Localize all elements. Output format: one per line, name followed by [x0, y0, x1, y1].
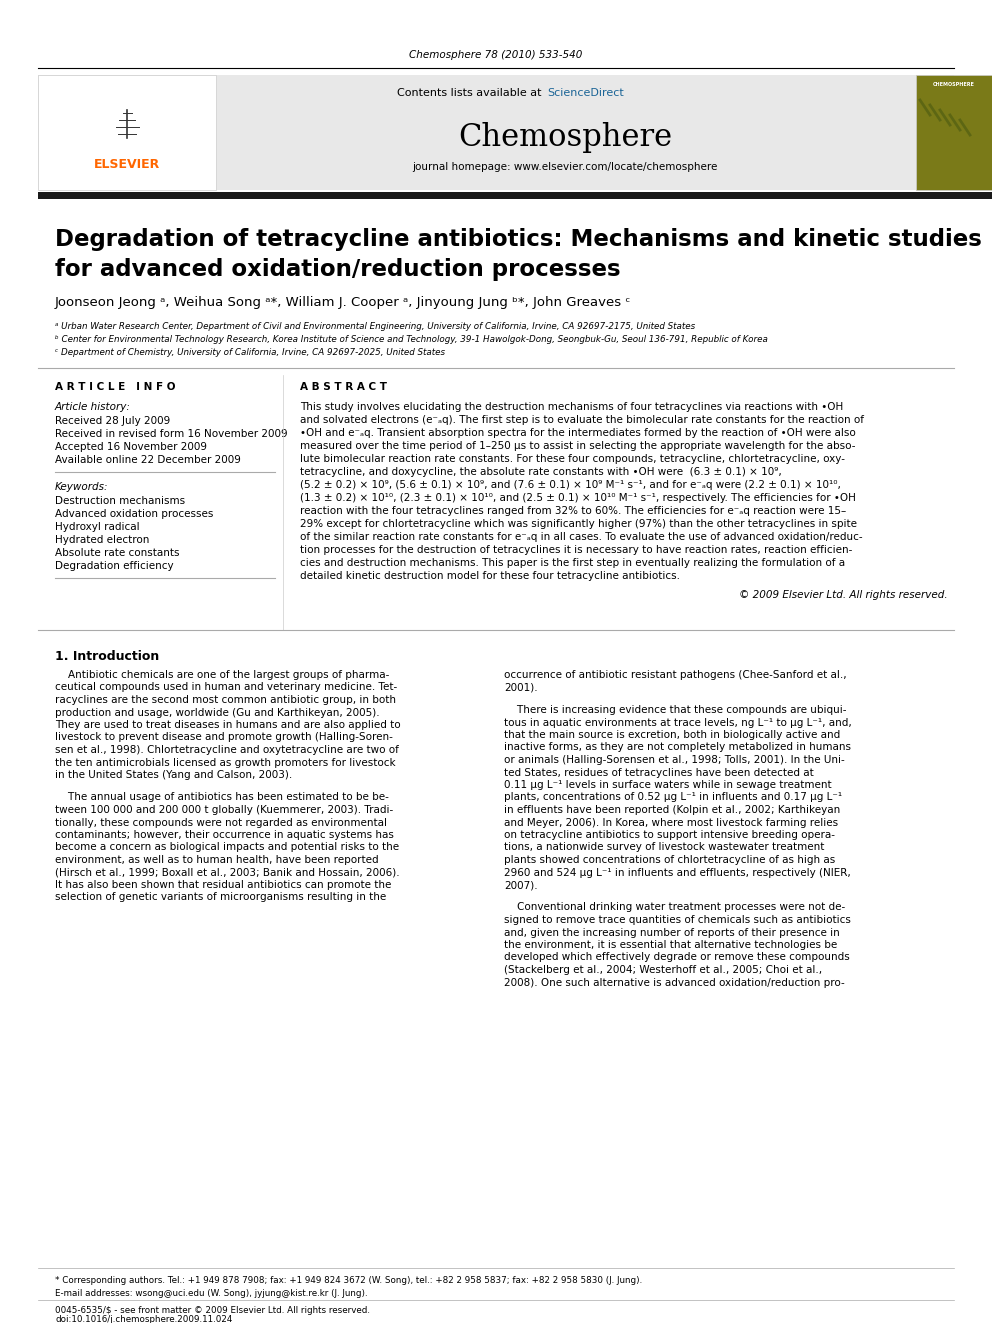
Bar [916, 75, 992, 191]
Text: A R T I C L E   I N F O: A R T I C L E I N F O [55, 382, 176, 392]
Text: 29% except for chlortetracycline which was significantly higher (97%) than the o: 29% except for chlortetracycline which w… [300, 519, 857, 529]
Text: ceutical compounds used in human and veterinary medicine. Tet-: ceutical compounds used in human and vet… [55, 683, 397, 692]
Text: This study involves elucidating the destruction mechanisms of four tetracyclines: This study involves elucidating the dest… [300, 402, 843, 411]
Text: Antibiotic chemicals are one of the largest groups of pharma-: Antibiotic chemicals are one of the larg… [55, 669, 390, 680]
Text: livestock to prevent disease and promote growth (Halling-Soren-: livestock to prevent disease and promote… [55, 733, 393, 742]
Text: 0045-6535/$ - see front matter © 2009 Elsevier Ltd. All rights reserved.: 0045-6535/$ - see front matter © 2009 El… [55, 1306, 370, 1315]
Text: Advanced oxidation processes: Advanced oxidation processes [55, 509, 213, 519]
Bar [38, 75, 216, 191]
Text: environment, as well as to human health, have been reported: environment, as well as to human health,… [55, 855, 379, 865]
Text: Conventional drinking water treatment processes were not de-: Conventional drinking water treatment pr… [504, 902, 845, 913]
Text: Article history:: Article history: [55, 402, 131, 411]
Text: contaminants; however, their occurrence in aquatic systems has: contaminants; however, their occurrence … [55, 830, 394, 840]
Text: lute bimolecular reaction rate constants. For these four compounds, tetracycline: lute bimolecular reaction rate constants… [300, 454, 845, 464]
Text: (5.2 ± 0.2) × 10⁹, (5.6 ± 0.1) × 10⁹, and (7.6 ± 0.1) × 10⁹ M⁻¹ s⁻¹, and for e⁻ₐ: (5.2 ± 0.2) × 10⁹, (5.6 ± 0.1) × 10⁹, an… [300, 480, 841, 490]
Text: •OH and e⁻ₐq. Transient absorption spectra for the intermediates formed by the r: •OH and e⁻ₐq. Transient absorption spect… [300, 429, 856, 438]
Text: ᵃ Urban Water Research Center, Department of Civil and Environmental Engineering: ᵃ Urban Water Research Center, Departmen… [55, 321, 695, 331]
Text: tween 100 000 and 200 000 t globally (Kuemmerer, 2003). Tradi-: tween 100 000 and 200 000 t globally (Ku… [55, 804, 393, 815]
Text: 2008). One such alternative is advanced oxidation/reduction pro-: 2008). One such alternative is advanced … [504, 978, 845, 987]
Bar [38, 192, 992, 198]
Bar [38, 75, 954, 191]
Text: * Corresponding authors. Tel.: +1 949 878 7908; fax: +1 949 824 3672 (W. Song), : * Corresponding authors. Tel.: +1 949 87… [55, 1275, 642, 1285]
Text: production and usage, worldwide (Gu and Karthikeyan, 2005).: production and usage, worldwide (Gu and … [55, 708, 380, 717]
Text: cies and destruction mechanisms. This paper is the first step in eventually real: cies and destruction mechanisms. This pa… [300, 558, 845, 568]
Text: 2007).: 2007). [504, 880, 538, 890]
Text: There is increasing evidence that these compounds are ubiqui-: There is increasing evidence that these … [504, 705, 846, 714]
Text: doi:10.1016/j.chemosphere.2009.11.024: doi:10.1016/j.chemosphere.2009.11.024 [55, 1315, 232, 1323]
Text: journal homepage: www.elsevier.com/locate/chemosphere: journal homepage: www.elsevier.com/locat… [413, 161, 717, 172]
Text: Degradation of tetracycline antibiotics: Mechanisms and kinetic studies: Degradation of tetracycline antibiotics:… [55, 228, 982, 251]
Text: (1.3 ± 0.2) × 10¹⁰, (2.3 ± 0.1) × 10¹⁰, and (2.5 ± 0.1) × 10¹⁰ M⁻¹ s⁻¹, respecti: (1.3 ± 0.2) × 10¹⁰, (2.3 ± 0.1) × 10¹⁰, … [300, 493, 856, 503]
Text: tion processes for the destruction of tetracyclines it is necessary to have reac: tion processes for the destruction of te… [300, 545, 852, 556]
Text: Available online 22 December 2009: Available online 22 December 2009 [55, 455, 241, 464]
Text: the environment, it is essential that alternative technologies be: the environment, it is essential that al… [504, 941, 837, 950]
Text: ScienceDirect: ScienceDirect [547, 89, 624, 98]
Text: reaction with the four tetracyclines ranged from 32% to 60%. The efficiencies fo: reaction with the four tetracyclines ran… [300, 505, 846, 516]
Text: Destruction mechanisms: Destruction mechanisms [55, 496, 186, 505]
Text: ᶜ Department of Chemistry, University of California, Irvine, CA 92697-2025, Unit: ᶜ Department of Chemistry, University of… [55, 348, 445, 357]
Text: 2960 and 524 μg L⁻¹ in influents and effluents, respectively (NIER,: 2960 and 524 μg L⁻¹ in influents and eff… [504, 868, 851, 877]
Text: for advanced oxidation/reduction processes: for advanced oxidation/reduction process… [55, 258, 621, 280]
Text: selection of genetic variants of microorganisms resulting in the: selection of genetic variants of microor… [55, 893, 386, 902]
Text: tionally, these compounds were not regarded as environmental: tionally, these compounds were not regar… [55, 818, 387, 827]
Text: inactive forms, as they are not completely metabolized in humans: inactive forms, as they are not complete… [504, 742, 851, 753]
Text: It has also been shown that residual antibiotics can promote the: It has also been shown that residual ant… [55, 880, 392, 890]
Text: CHEMOSPHERE: CHEMOSPHERE [933, 82, 975, 87]
Text: and, given the increasing number of reports of their presence in: and, given the increasing number of repo… [504, 927, 840, 938]
Text: ᵇ Center for Environmental Technology Research, Korea Institute of Science and T: ᵇ Center for Environmental Technology Re… [55, 335, 768, 344]
Text: signed to remove trace quantities of chemicals such as antibiotics: signed to remove trace quantities of che… [504, 916, 851, 925]
Text: in effluents have been reported (Kolpin et al., 2002; Karthikeyan: in effluents have been reported (Kolpin … [504, 804, 840, 815]
Text: Received 28 July 2009: Received 28 July 2009 [55, 415, 171, 426]
Text: of the similar reaction rate constants for e⁻ₐq in all cases. To evaluate the us: of the similar reaction rate constants f… [300, 532, 863, 542]
Text: plants, concentrations of 0.52 μg L⁻¹ in influents and 0.17 μg L⁻¹: plants, concentrations of 0.52 μg L⁻¹ in… [504, 792, 842, 803]
Text: (Stackelberg et al., 2004; Westerhoff et al., 2005; Choi et al.,: (Stackelberg et al., 2004; Westerhoff et… [504, 964, 822, 975]
Text: Accepted 16 November 2009: Accepted 16 November 2009 [55, 442, 207, 452]
Text: © 2009 Elsevier Ltd. All rights reserved.: © 2009 Elsevier Ltd. All rights reserved… [739, 590, 948, 601]
Text: detailed kinetic destruction model for these four tetracycline antibiotics.: detailed kinetic destruction model for t… [300, 572, 680, 581]
Text: ted States, residues of tetracyclines have been detected at: ted States, residues of tetracyclines ha… [504, 767, 813, 778]
Text: The annual usage of antibiotics has been estimated to be be-: The annual usage of antibiotics has been… [55, 792, 389, 803]
Text: measured over the time period of 1–250 μs to assist in selecting the appropriate: measured over the time period of 1–250 μ… [300, 441, 855, 451]
Text: 1. Introduction: 1. Introduction [55, 650, 160, 663]
Text: and Meyer, 2006). In Korea, where most livestock farming relies: and Meyer, 2006). In Korea, where most l… [504, 818, 838, 827]
Text: (Hirsch et al., 1999; Boxall et al., 2003; Banik and Hossain, 2006).: (Hirsch et al., 1999; Boxall et al., 200… [55, 868, 400, 877]
Text: Hydrated electron: Hydrated electron [55, 534, 150, 545]
Text: tions, a nationwide survey of livestock wastewater treatment: tions, a nationwide survey of livestock … [504, 843, 824, 852]
Text: and solvated electrons (e⁻ₐq). The first step is to evaluate the bimolecular rat: and solvated electrons (e⁻ₐq). The first… [300, 415, 864, 425]
Text: or animals (Halling-Sorensen et al., 1998; Tolls, 2001). In the Uni-: or animals (Halling-Sorensen et al., 199… [504, 755, 845, 765]
Text: Hydroxyl radical: Hydroxyl radical [55, 523, 140, 532]
Text: Contents lists available at: Contents lists available at [397, 89, 545, 98]
Text: tous in aquatic environments at trace levels, ng L⁻¹ to μg L⁻¹, and,: tous in aquatic environments at trace le… [504, 717, 852, 728]
Text: E-mail addresses: wsong@uci.edu (W. Song), jyjung@kist.re.kr (J. Jung).: E-mail addresses: wsong@uci.edu (W. Song… [55, 1289, 368, 1298]
Text: developed which effectively degrade or remove these compounds: developed which effectively degrade or r… [504, 953, 850, 963]
Text: 2001).: 2001). [504, 683, 538, 692]
Text: occurrence of antibiotic resistant pathogens (Chee-Sanford et al.,: occurrence of antibiotic resistant patho… [504, 669, 846, 680]
Text: on tetracycline antibiotics to support intensive breeding opera-: on tetracycline antibiotics to support i… [504, 830, 835, 840]
Text: Absolute rate constants: Absolute rate constants [55, 548, 180, 558]
Text: Degradation efficiency: Degradation efficiency [55, 561, 174, 572]
Text: tetracycline, and doxycycline, the absolute rate constants with •OH were  (6.3 ±: tetracycline, and doxycycline, the absol… [300, 467, 782, 478]
Text: the ten antimicrobials licensed as growth promoters for livestock: the ten antimicrobials licensed as growt… [55, 758, 396, 767]
Text: sen et al., 1998). Chlortetracycline and oxytetracycline are two of: sen et al., 1998). Chlortetracycline and… [55, 745, 399, 755]
Text: ELSEVIER: ELSEVIER [94, 157, 160, 171]
Text: plants showed concentrations of chlortetracycline of as high as: plants showed concentrations of chlortet… [504, 855, 835, 865]
Text: Received in revised form 16 November 2009: Received in revised form 16 November 200… [55, 429, 288, 439]
Text: Joonseon Jeong ᵃ, Weihua Song ᵃ*, William J. Cooper ᵃ, Jinyoung Jung ᵇ*, John Gr: Joonseon Jeong ᵃ, Weihua Song ᵃ*, Willia… [55, 296, 631, 310]
Text: Chemosphere: Chemosphere [458, 122, 672, 153]
Text: Chemosphere 78 (2010) 533-540: Chemosphere 78 (2010) 533-540 [410, 50, 582, 60]
Text: become a concern as biological impacts and potential risks to the: become a concern as biological impacts a… [55, 843, 399, 852]
Text: 0.11 μg L⁻¹ levels in surface waters while in sewage treatment: 0.11 μg L⁻¹ levels in surface waters whi… [504, 781, 831, 790]
Text: A B S T R A C T: A B S T R A C T [300, 382, 387, 392]
Text: that the main source is excretion, both in biologically active and: that the main source is excretion, both … [504, 730, 840, 740]
Text: They are used to treat diseases in humans and are also applied to: They are used to treat diseases in human… [55, 720, 401, 730]
Text: racyclines are the second most common antibiotic group, in both: racyclines are the second most common an… [55, 695, 396, 705]
Text: Keywords:: Keywords: [55, 482, 108, 492]
Text: in the United States (Yang and Calson, 2003).: in the United States (Yang and Calson, 2… [55, 770, 293, 781]
